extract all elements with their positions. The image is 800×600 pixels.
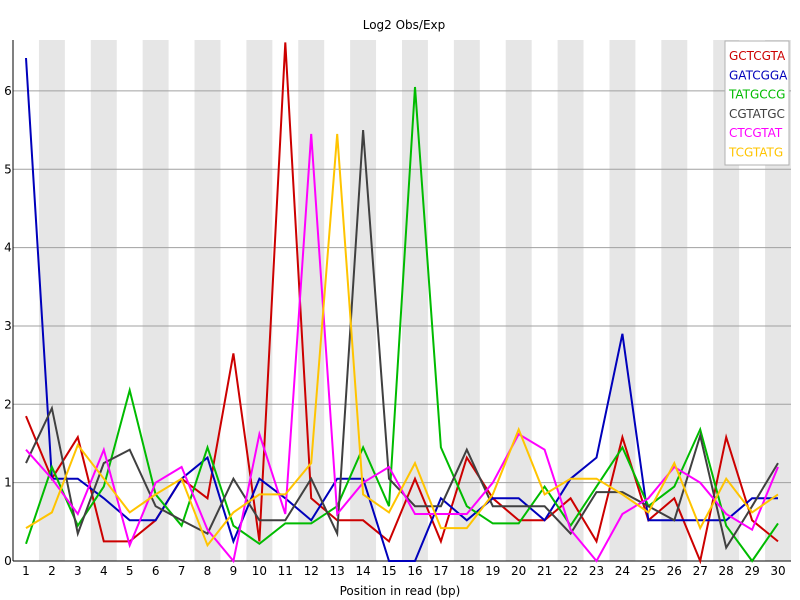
y-tick-label: 0 (4, 554, 12, 568)
legend-entry: CGTATGC (729, 107, 785, 121)
column-stripe (505, 40, 532, 561)
x-tick-label: 16 (407, 564, 422, 578)
x-tick-label: 25 (641, 564, 656, 578)
x-tick-label: 7 (178, 564, 186, 578)
x-tick-label: 29 (744, 564, 759, 578)
x-axis-label: Position in read (bp) (340, 584, 461, 598)
legend-entry: TCGTATG (728, 146, 783, 160)
x-tick-label: 9 (230, 564, 238, 578)
y-tick-label: 1 (4, 476, 12, 490)
x-tick-label: 13 (330, 564, 345, 578)
x-tick-label: 14 (355, 564, 370, 578)
x-tick-label: 5 (126, 564, 134, 578)
legend-entry: GCTCGTA (729, 49, 786, 63)
x-tick-label: 19 (485, 564, 500, 578)
x-tick-label: 17 (433, 564, 448, 578)
x-tick-label: 6 (152, 564, 160, 578)
legend-entry: TATGCCG (728, 88, 785, 102)
x-tick-label: 21 (537, 564, 552, 578)
x-tick-label: 10 (252, 564, 267, 578)
column-stripe (142, 40, 169, 561)
legend: GCTCGTA GATCGGA TATGCCG CGTATGC CTCGTAT TCGTA… (724, 40, 790, 166)
series-line-gatcgga (25, 57, 778, 562)
column-stripe (557, 40, 584, 561)
x-tick-label: 24 (615, 564, 630, 578)
x-tick-label: 8 (204, 564, 212, 578)
legend-entry: CTCGTAT (729, 126, 783, 140)
series-lines (25, 42, 779, 565)
x-tick-label: 28 (719, 564, 734, 578)
x-tick-label: 4 (100, 564, 108, 578)
x-tick-label: 3 (74, 564, 82, 578)
x-tick-label: 20 (511, 564, 526, 578)
legend-entry: GATCGGA (729, 68, 788, 82)
column-stripe (453, 40, 480, 561)
legend-box (724, 40, 790, 166)
series-line-ctcgtat (25, 133, 779, 564)
y-axis-ticks: 0 1 2 3 4 5 6 (4, 84, 12, 568)
gridlines (13, 90, 791, 484)
series-line-gctcgta (25, 42, 779, 565)
x-tick-label: 18 (459, 564, 474, 578)
column-stripe (402, 40, 428, 561)
chart-title: Log2 Obs/Exp (363, 18, 446, 32)
x-tick-label: 12 (304, 564, 319, 578)
x-tick-label: 1 (22, 564, 30, 578)
column-stripe (90, 40, 117, 561)
x-axis-ticks: 1 2 3 4 5 6 7 8 9 10 11 12 13 14 15 16 17 18 19 20 21 22 23 24 2… (22, 564, 786, 578)
series-line-tcgtatg (25, 133, 779, 548)
y-tick-label: 6 (4, 84, 12, 98)
y-tick-label: 2 (4, 397, 12, 411)
x-tick-label: 23 (589, 564, 604, 578)
column-stripes (38, 40, 791, 561)
x-tick-label: 26 (667, 564, 682, 578)
x-tick-label: 30 (770, 564, 785, 578)
x-tick-label: 2 (48, 564, 56, 578)
column-stripe (661, 40, 688, 561)
x-tick-label: 11 (278, 564, 293, 578)
x-tick-label: 15 (381, 564, 396, 578)
x-tick-label: 22 (563, 564, 578, 578)
column-stripe (350, 40, 377, 561)
y-tick-label: 5 (4, 162, 12, 176)
x-tick-label: 27 (693, 564, 708, 578)
y-tick-label: 4 (4, 241, 12, 255)
y-tick-label: 3 (4, 319, 12, 333)
